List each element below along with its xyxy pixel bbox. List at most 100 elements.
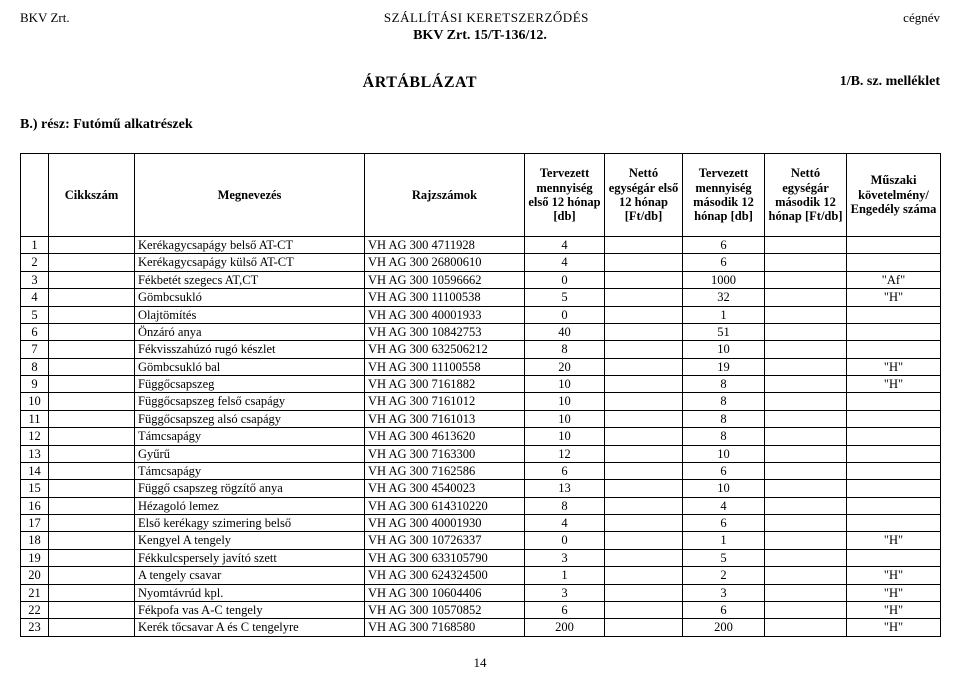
table-cell: 12 (21, 428, 49, 445)
table-cell: Kerék tőcsavar A és C tengelyre (135, 619, 365, 636)
table-cell: VH AG 300 7163300 (365, 445, 525, 462)
table-cell (605, 601, 683, 618)
table-cell: 17 (21, 515, 49, 532)
table-row: 12TámcsapágyVH AG 300 4613620108 (21, 428, 941, 445)
table-cell: VH AG 300 4711928 (365, 237, 525, 254)
table-cell: VH AG 300 4540023 (365, 480, 525, 497)
table-row: 15Függő csapszeg rögzítő anyaVH AG 300 4… (21, 480, 941, 497)
annex-label: 1/B. sz. melléklet (840, 74, 940, 90)
table-cell: 40 (525, 323, 605, 340)
table-cell (847, 323, 941, 340)
table-cell (605, 619, 683, 636)
table-cell: 3 (21, 271, 49, 288)
table-cell: VH AG 300 40001930 (365, 515, 525, 532)
table-cell: 1 (525, 567, 605, 584)
table-cell: 0 (525, 306, 605, 323)
table-cell: VH AG 300 11100538 (365, 289, 525, 306)
table-row: 7Fékvisszahúzó rugó készletVH AG 300 632… (21, 341, 941, 358)
table-cell: Hézagoló lemez (135, 497, 365, 514)
table-row: 17Első kerékagy szimering belsőVH AG 300… (21, 515, 941, 532)
table-cell (49, 306, 135, 323)
table-cell: 13 (21, 445, 49, 462)
table-cell (605, 393, 683, 410)
table-header-row: Sorszámok Cikkszám Megnevezés Rajzszámok… (21, 154, 941, 237)
table-cell: Olajtömítés (135, 306, 365, 323)
table-cell: 19 (21, 549, 49, 566)
page-number: 14 (20, 655, 940, 671)
table-cell (765, 601, 847, 618)
table-cell: 1000 (683, 271, 765, 288)
table-cell: "H" (847, 567, 941, 584)
table-cell: 10 (525, 410, 605, 427)
table-row: 2Kerékagycsapágy külső AT-CTVH AG 300 26… (21, 254, 941, 271)
table-cell: 0 (525, 271, 605, 288)
table-cell (49, 445, 135, 462)
table-cell (49, 567, 135, 584)
table-cell (605, 323, 683, 340)
table-cell (49, 237, 135, 254)
table-cell (49, 254, 135, 271)
table-cell: 8 (21, 358, 49, 375)
table-cell: Gyűrű (135, 445, 365, 462)
table-cell: 18 (21, 532, 49, 549)
table-cell: Fékkulcspersely javító szett (135, 549, 365, 566)
table-cell: Fékpofa vas A-C tengely (135, 601, 365, 618)
table-cell (49, 323, 135, 340)
table-cell: 6 (525, 601, 605, 618)
header-left: BKV Zrt. (20, 10, 70, 26)
table-row: 8Gömbcsukló balVH AG 300 111005582019"H" (21, 358, 941, 375)
table-cell: Fékvisszahúzó rugó készlet (135, 341, 365, 358)
table-cell: VH AG 300 7161012 (365, 393, 525, 410)
table-cell: 6 (21, 323, 49, 340)
table-cell: 6 (683, 254, 765, 271)
table-cell: 1 (21, 237, 49, 254)
table-cell (605, 549, 683, 566)
table-cell (49, 584, 135, 601)
table-cell: Függőcsapszeg (135, 376, 365, 393)
col-p2: Nettó egységár második 12 hónap [Ft/db] (765, 154, 847, 237)
table-cell (847, 549, 941, 566)
table-cell (605, 341, 683, 358)
table-cell: VH AG 300 7162586 (365, 462, 525, 479)
table-cell: 1 (683, 532, 765, 549)
table-cell: 10 (525, 376, 605, 393)
table-cell: Nyomtávrúd kpl. (135, 584, 365, 601)
table-cell (49, 410, 135, 427)
table-cell: "H" (847, 619, 941, 636)
table-cell: Kerékagycsapágy külső AT-CT (135, 254, 365, 271)
table-cell: 8 (683, 376, 765, 393)
table-cell: "H" (847, 289, 941, 306)
table-cell (49, 601, 135, 618)
table-cell: 2 (21, 254, 49, 271)
table-row: 16Hézagoló lemezVH AG 300 61431022084 (21, 497, 941, 514)
table-cell: 15 (21, 480, 49, 497)
table-cell: VH AG 300 632506212 (365, 341, 525, 358)
table-cell: 21 (21, 584, 49, 601)
table-row: 13GyűrűVH AG 300 71633001210 (21, 445, 941, 462)
table-cell: 6 (683, 237, 765, 254)
header-right: cégnév (903, 10, 940, 26)
table-cell: Kerékagycsapágy belső AT-CT (135, 237, 365, 254)
table-cell: VH AG 300 11100558 (365, 358, 525, 375)
table-cell: Függőcsapszeg felső csapágy (135, 393, 365, 410)
table-cell: 16 (21, 497, 49, 514)
table-cell (49, 341, 135, 358)
col-rajzszamok: Rajzszámok (365, 154, 525, 237)
table-cell: Támcsapágy (135, 462, 365, 479)
table-cell: 5 (525, 289, 605, 306)
table-cell: VH AG 300 10842753 (365, 323, 525, 340)
table-cell: Gömbcsukló (135, 289, 365, 306)
table-cell: 10 (683, 445, 765, 462)
table-cell: "Af" (847, 271, 941, 288)
table-cell (605, 237, 683, 254)
table-row: 22Fékpofa vas A-C tengelyVH AG 300 10570… (21, 601, 941, 618)
table-cell (765, 549, 847, 566)
table-cell: 8 (525, 497, 605, 514)
table-cell: VH AG 300 633105790 (365, 549, 525, 566)
table-cell (49, 462, 135, 479)
table-cell (49, 619, 135, 636)
table-cell: 6 (683, 601, 765, 618)
table-cell (49, 289, 135, 306)
table-row: 9FüggőcsapszegVH AG 300 7161882108"H" (21, 376, 941, 393)
table-cell: 6 (683, 462, 765, 479)
